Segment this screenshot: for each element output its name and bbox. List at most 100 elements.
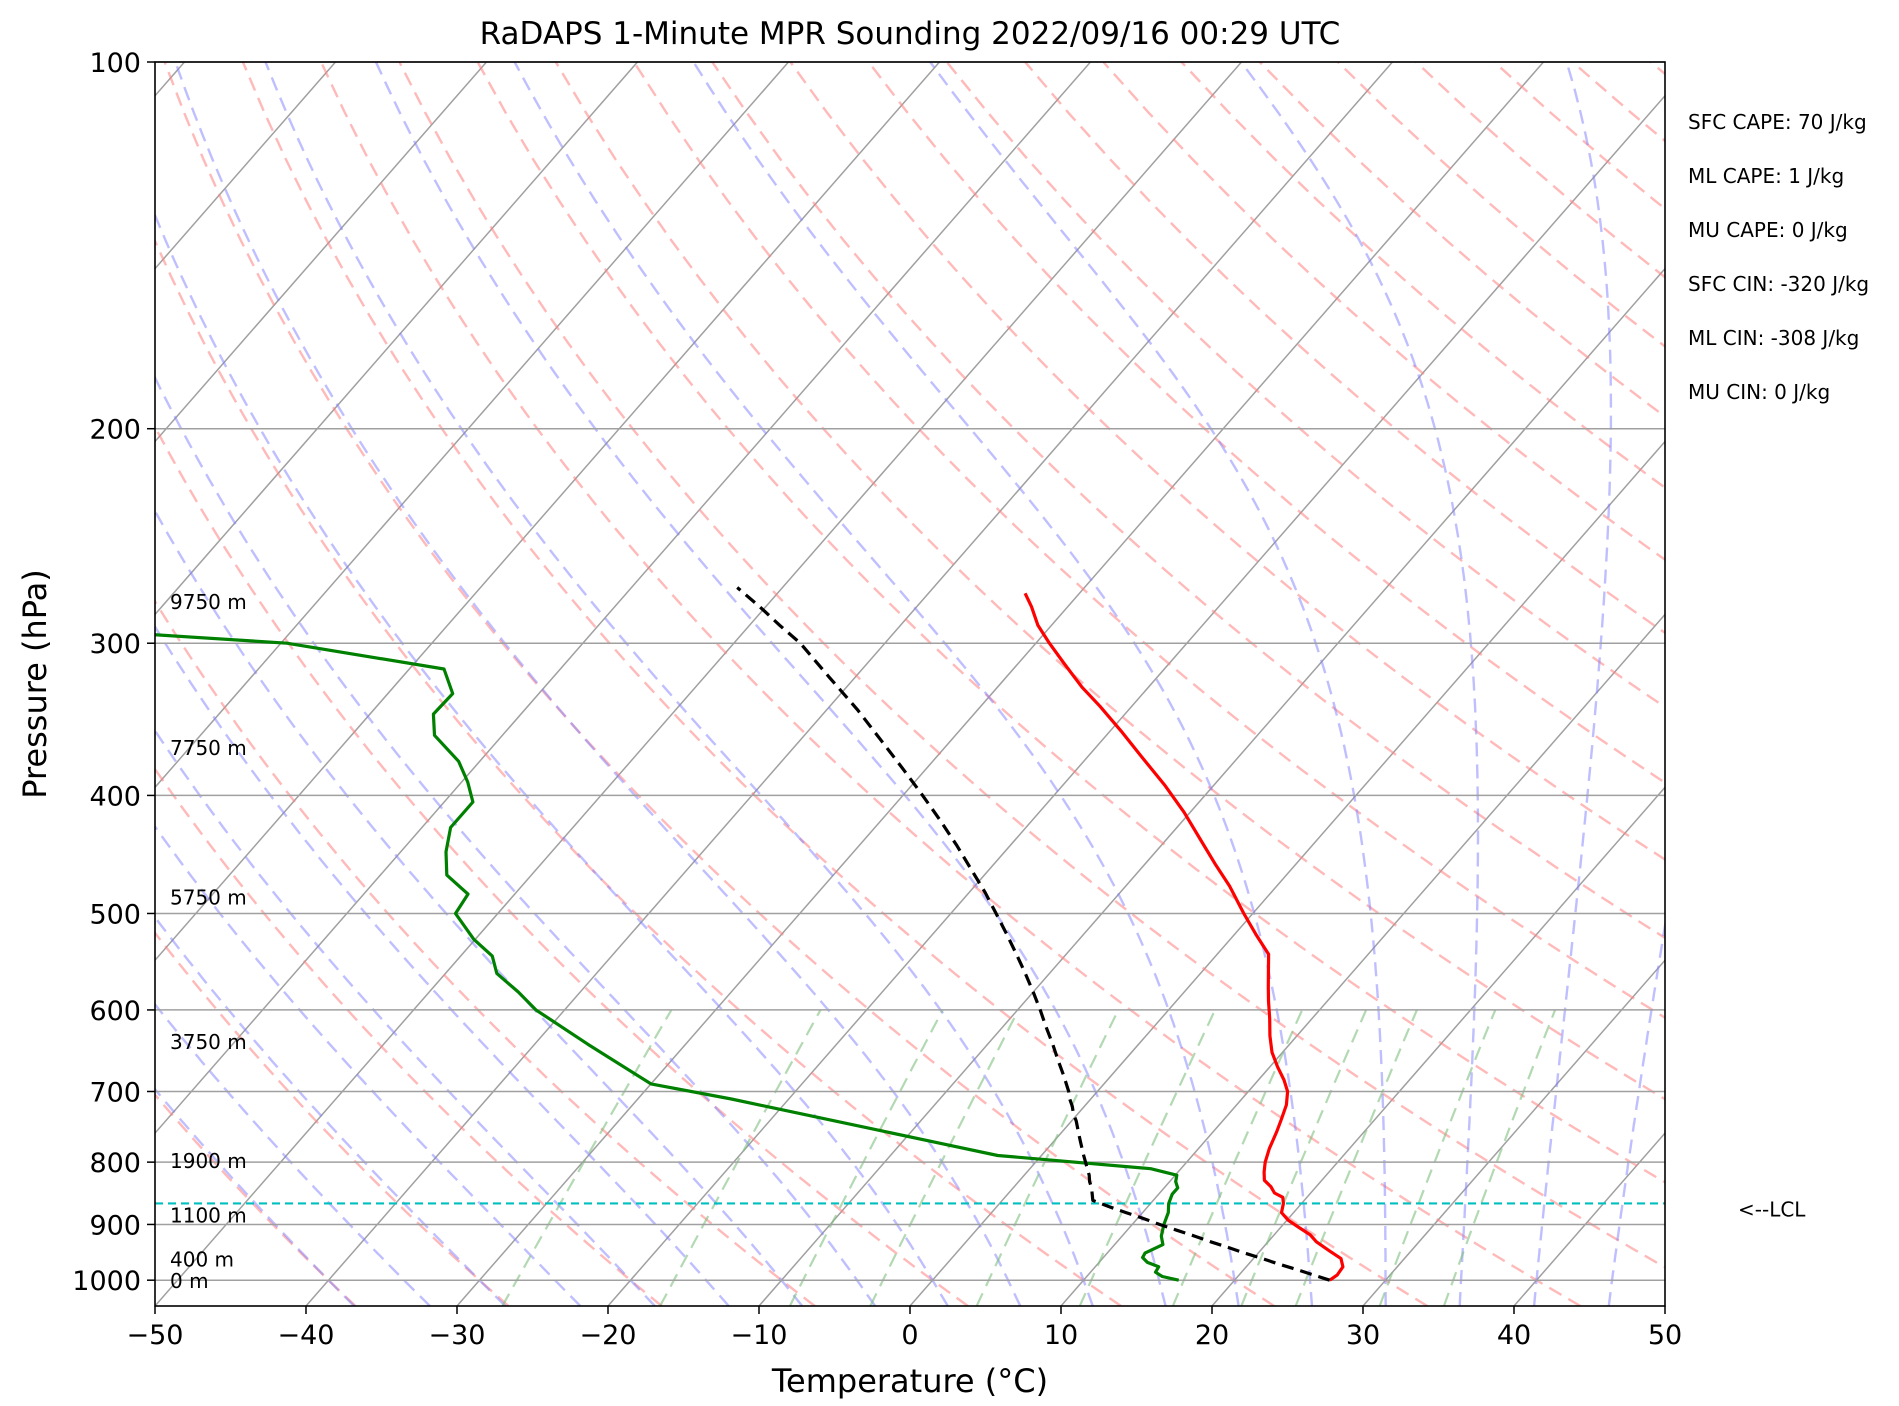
moist-adiabat-line [155,728,656,1306]
y-tick-label: 700 [89,1077,141,1108]
isotherm-line [1816,62,1899,1306]
isotherm-line [909,440,1665,1306]
x-tick-label: 40 [1497,1320,1531,1351]
height-label: 1900 m [170,1149,247,1173]
isotherm-line [155,62,639,616]
dry-adiabat-line [476,62,1665,1184]
y-tick-label: 600 [89,996,141,1027]
dry-adiabat-line [241,62,1428,1306]
x-axis-label: Temperature (°C) [771,1362,1048,1400]
moist-adiabat-line [374,62,1167,1306]
temperature-profile [1023,592,1345,1282]
isotherm-line [305,62,1394,1306]
isotherm-line [1664,1304,1665,1306]
dry-adiabat-line [554,62,1665,1101]
mixing-ratio-line [869,1009,1020,1306]
y-tick-label: 100 [89,48,141,79]
stat-annotation: MU CIN: 0 J/kg [1688,380,1830,404]
mixing-ratio-line [1442,1009,1557,1306]
stat-annotation: MU CAPE: 0 J/kg [1688,218,1848,242]
moist-adiabat-line [155,374,877,1306]
dry-adiabat-line [1650,62,1665,76]
x-tick-label: 10 [1044,1320,1078,1351]
mixing-ratio-line [975,1009,1120,1306]
dry-adiabat-line [398,62,1665,1269]
mixing-ratio-line [1294,1009,1418,1306]
dry-adiabat-line [1807,62,1899,1306]
dry-adiabat-line [155,599,816,1306]
y-tick-label: 1000 [72,1266,141,1297]
x-tick-label: 0 [901,1320,918,1351]
moist-adiabat-line [1607,918,1665,1306]
dry-adiabat-line [1180,62,1665,490]
dry-adiabat-line [155,930,510,1306]
moist-adiabat-line [929,62,1387,1306]
y-tick-label: 300 [89,629,141,660]
dewpoint-profile [155,633,1180,1282]
moist-adiabat-line [174,62,1022,1306]
height-label: 1100 m [170,1203,247,1227]
height-label: 400 m [170,1248,234,1272]
isotherm-line [607,94,1665,1306]
x-tick-label: −50 [127,1320,184,1351]
pressure-gridlines [155,61,1665,1281]
isotherm-line [1211,786,1665,1306]
mixing-ratio-line [1078,1009,1216,1306]
x-tick-label: 20 [1195,1320,1229,1351]
moist-adiabat-line [155,624,730,1306]
background-lines [155,62,1899,1306]
x-tick-label: 50 [1648,1320,1682,1351]
dry-adiabat-line [1493,62,1665,211]
dry-adiabat-line [1729,62,1899,1306]
dry-adiabat-line [1571,62,1665,143]
y-axis-ticks: 100 200 300 400 500 600 700 800 900 1000 [72,48,155,1297]
height-label: 3750 m [170,1030,247,1054]
dry-adiabat-line [320,62,1582,1306]
dry-adiabat-line [155,1092,357,1306]
isotherm-line [155,62,790,789]
y-tick-label: 400 [89,781,141,812]
dry-adiabat-line [1415,62,1665,279]
height-label: 5750 m [170,885,247,909]
dry-adiabat-line [1024,62,1665,635]
moist-adiabat-line [1532,62,1613,1306]
chart-title: RaDAPS 1-Minute MPR Sounding 2022/09/16 … [480,16,1341,52]
isotherm-line [155,62,941,962]
stats-annotations: SFC CAPE: 70 J/kg ML CAPE: 1 J/kg MU CAPE:… [1688,110,1869,404]
y-tick-label: 800 [89,1148,141,1179]
y-axis-label: Pressure (hPa) [16,569,54,799]
lcl-label: <--LCL [1738,1198,1806,1222]
height-label: 7750 m [170,736,247,760]
x-axis-ticks: −50 −40 −30 −20 −10 0 10 20 30 40 50 [127,1306,1682,1351]
plot-frame [154,61,1666,1307]
dry-adiabat-line [789,62,1665,861]
profile-series [155,586,1345,1282]
stat-annotation: SFC CIN: -320 J/kg [1688,272,1869,296]
stat-annotation: SFC CAPE: 70 J/kg [1688,110,1867,134]
moist-adiabat-line [155,915,507,1306]
mixing-ratio-line [659,1009,822,1306]
mixing-ratio-line [1240,1009,1368,1306]
moist-adiabat-line [155,212,949,1306]
mixing-ratio-line [1171,1009,1304,1306]
moist-adiabat-line [692,62,1314,1306]
dry-adiabat-line [711,62,1665,940]
moist-adiabat-line [155,824,582,1306]
moist-adiabat-line [155,508,804,1306]
height-label: 9750 m [170,590,247,614]
moist-adiabat-line [513,62,1240,1306]
isotherm-line [155,62,1243,1306]
mixing-ratio-line [1378,1009,1497,1306]
moist-adiabat-line [155,1002,431,1306]
mixing-ratio-line [788,1009,944,1306]
moist-adiabat-line [1240,62,1480,1306]
x-tick-label: −20 [580,1320,637,1351]
dry-adiabat-line [155,424,969,1306]
isotherm-line [456,62,1545,1306]
stat-annotation: ML CAPE: 1 J/kg [1688,164,1844,188]
isotherm-line [1060,613,1665,1306]
y-tick-label: 200 [89,415,141,446]
height-label: 0 m [170,1269,209,1293]
